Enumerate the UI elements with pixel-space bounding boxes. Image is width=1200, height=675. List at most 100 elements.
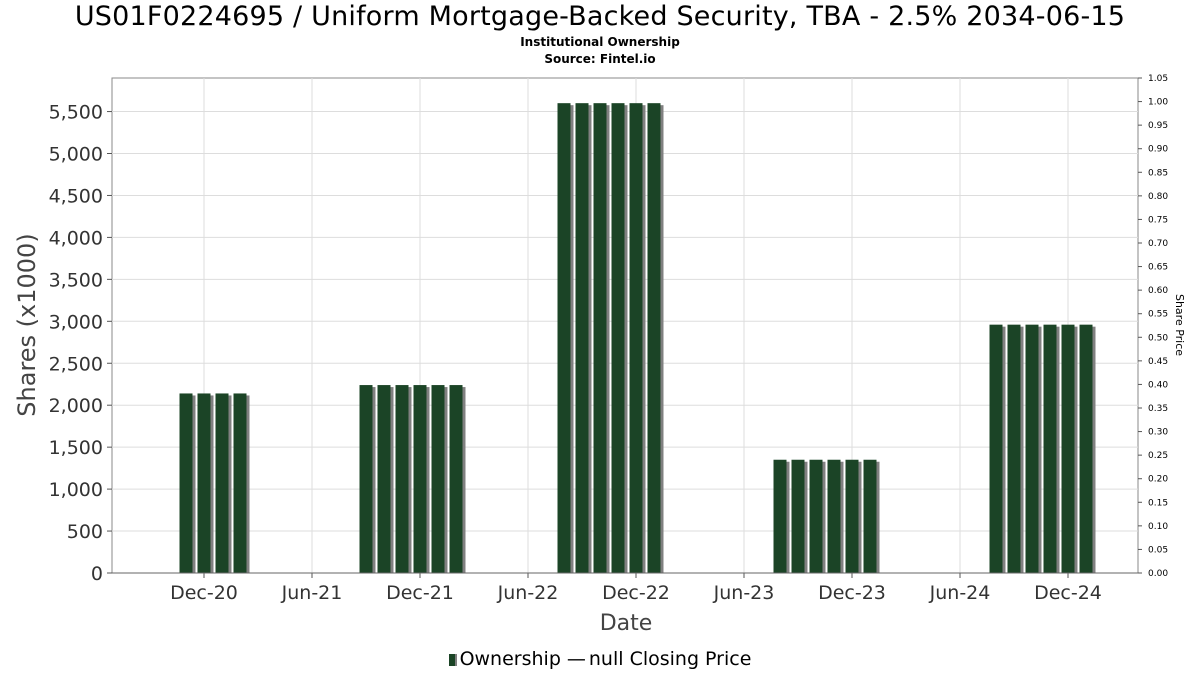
y2-tick-label: 0.70 [1148, 239, 1168, 249]
bar [359, 385, 373, 573]
bar-group [863, 459, 880, 573]
y-tick-label: 1,000 [49, 479, 103, 501]
bar-group [575, 103, 592, 573]
bar-group [395, 385, 412, 573]
bar [791, 459, 805, 573]
x-tick-label: Dec-24 [1034, 582, 1102, 604]
y2-tick-label: 0.55 [1148, 310, 1168, 320]
bar [809, 459, 823, 573]
ownership-legend-swatch [448, 654, 457, 666]
y2-tick-label: 0.65 [1148, 263, 1168, 273]
bar-group [197, 393, 214, 573]
y2-tick-label: 0.85 [1148, 168, 1168, 178]
bar-group [827, 459, 844, 573]
bar-group [1043, 324, 1060, 573]
y-tick-label: 1,500 [49, 437, 103, 459]
bar-group [413, 385, 430, 573]
price-legend-label: null Closing Price [588, 648, 752, 670]
price-legend-line: — [566, 648, 586, 670]
x-tick-label: Dec-23 [818, 582, 886, 604]
y2-tick-label: 0.10 [1148, 522, 1168, 532]
bar [1025, 324, 1039, 573]
bar [1061, 324, 1075, 573]
y-tick-label: 500 [67, 521, 103, 543]
bar [557, 103, 571, 573]
y2-tick-label: 0.75 [1148, 215, 1168, 225]
axes-layer: 0 500 1,000 1,500 2,000 2,500 3,000 3,500 4,000 4… [49, 74, 1169, 604]
x-tick-label: Jun-23 [713, 582, 775, 604]
chart-source: Source: Fintel.io [544, 52, 656, 66]
bar [575, 103, 589, 573]
bar-group [359, 385, 376, 573]
x-axis-label: Date [600, 611, 653, 636]
bar [1043, 324, 1057, 573]
y2-tick-label: 0.40 [1148, 380, 1168, 390]
y2-tick-label: 0.60 [1148, 286, 1168, 296]
bar [449, 385, 463, 573]
bar-group [1079, 324, 1096, 573]
bar [845, 459, 859, 573]
bar-group [989, 324, 1006, 573]
bar-group [1025, 324, 1042, 573]
bar-group [773, 459, 790, 573]
bar [377, 385, 391, 573]
bar [773, 459, 787, 573]
bar [863, 459, 877, 573]
bar-group [1007, 324, 1024, 573]
y-tick-label: 4,500 [49, 185, 103, 207]
y2-tick-label: 1.05 [1148, 74, 1168, 84]
y-tick-label: 5,000 [49, 144, 103, 166]
bar [1007, 324, 1021, 573]
bar [989, 324, 1003, 573]
bar-group [611, 103, 628, 573]
y2-tick-label: 0.95 [1148, 121, 1168, 131]
bar [395, 385, 409, 573]
bar-group [431, 385, 448, 573]
bar-group [449, 385, 466, 573]
chart-title: US01F0224695 / Uniform Mortgage-Backed S… [74, 1, 1126, 32]
bar-group [629, 103, 646, 573]
y-tick-label: 0 [91, 563, 103, 585]
y2-tick-label: 0.45 [1148, 357, 1168, 367]
x-tick-label: Jun-21 [281, 582, 343, 604]
bar-group [557, 103, 574, 573]
bar-group [809, 459, 826, 573]
bar-group [1061, 324, 1078, 573]
y2-tick-label: 0.90 [1148, 145, 1168, 155]
bar [611, 103, 625, 573]
y-tick-label: 2,500 [49, 353, 103, 375]
y-axis-label: Shares (x1000) [13, 233, 41, 416]
bar [413, 385, 427, 573]
bar [179, 393, 193, 573]
y-tick-label: 3,000 [49, 311, 103, 333]
bar [197, 393, 211, 573]
y2-axis-label: Share Price [1173, 294, 1186, 356]
x-tick-label: Dec-20 [170, 582, 238, 604]
bar [431, 385, 445, 573]
bar-group [233, 393, 250, 573]
y2-tick-label: 0.20 [1148, 475, 1168, 485]
x-tick-label: Dec-21 [386, 582, 454, 604]
y2-tick-label: 0.35 [1148, 404, 1168, 414]
chart-subtitle: Institutional Ownership [520, 35, 680, 49]
y-tick-label: 5,500 [49, 102, 103, 124]
x-tick-label: Jun-22 [497, 582, 559, 604]
bar-group [791, 459, 808, 573]
y-tick-label: 4,000 [49, 227, 103, 249]
ownership-legend-label: Ownership [459, 648, 561, 670]
bar-group [845, 459, 862, 573]
y-tick-label: 3,500 [49, 269, 103, 291]
bar-group [215, 393, 232, 573]
y2-tick-label: 0.30 [1148, 428, 1168, 438]
y2-tick-label: 0.80 [1148, 192, 1168, 202]
chart-legend: Ownership — null Closing Price [0, 648, 1200, 670]
x-tick-label: Dec-22 [602, 582, 670, 604]
y2-tick-label: 0.25 [1148, 451, 1168, 461]
y2-tick-label: 1.00 [1148, 98, 1168, 108]
bar [629, 103, 643, 573]
bar-group [179, 393, 196, 573]
y2-tick-label: 0.00 [1148, 569, 1168, 579]
y2-tick-label: 0.50 [1148, 333, 1168, 343]
bar [827, 459, 841, 573]
